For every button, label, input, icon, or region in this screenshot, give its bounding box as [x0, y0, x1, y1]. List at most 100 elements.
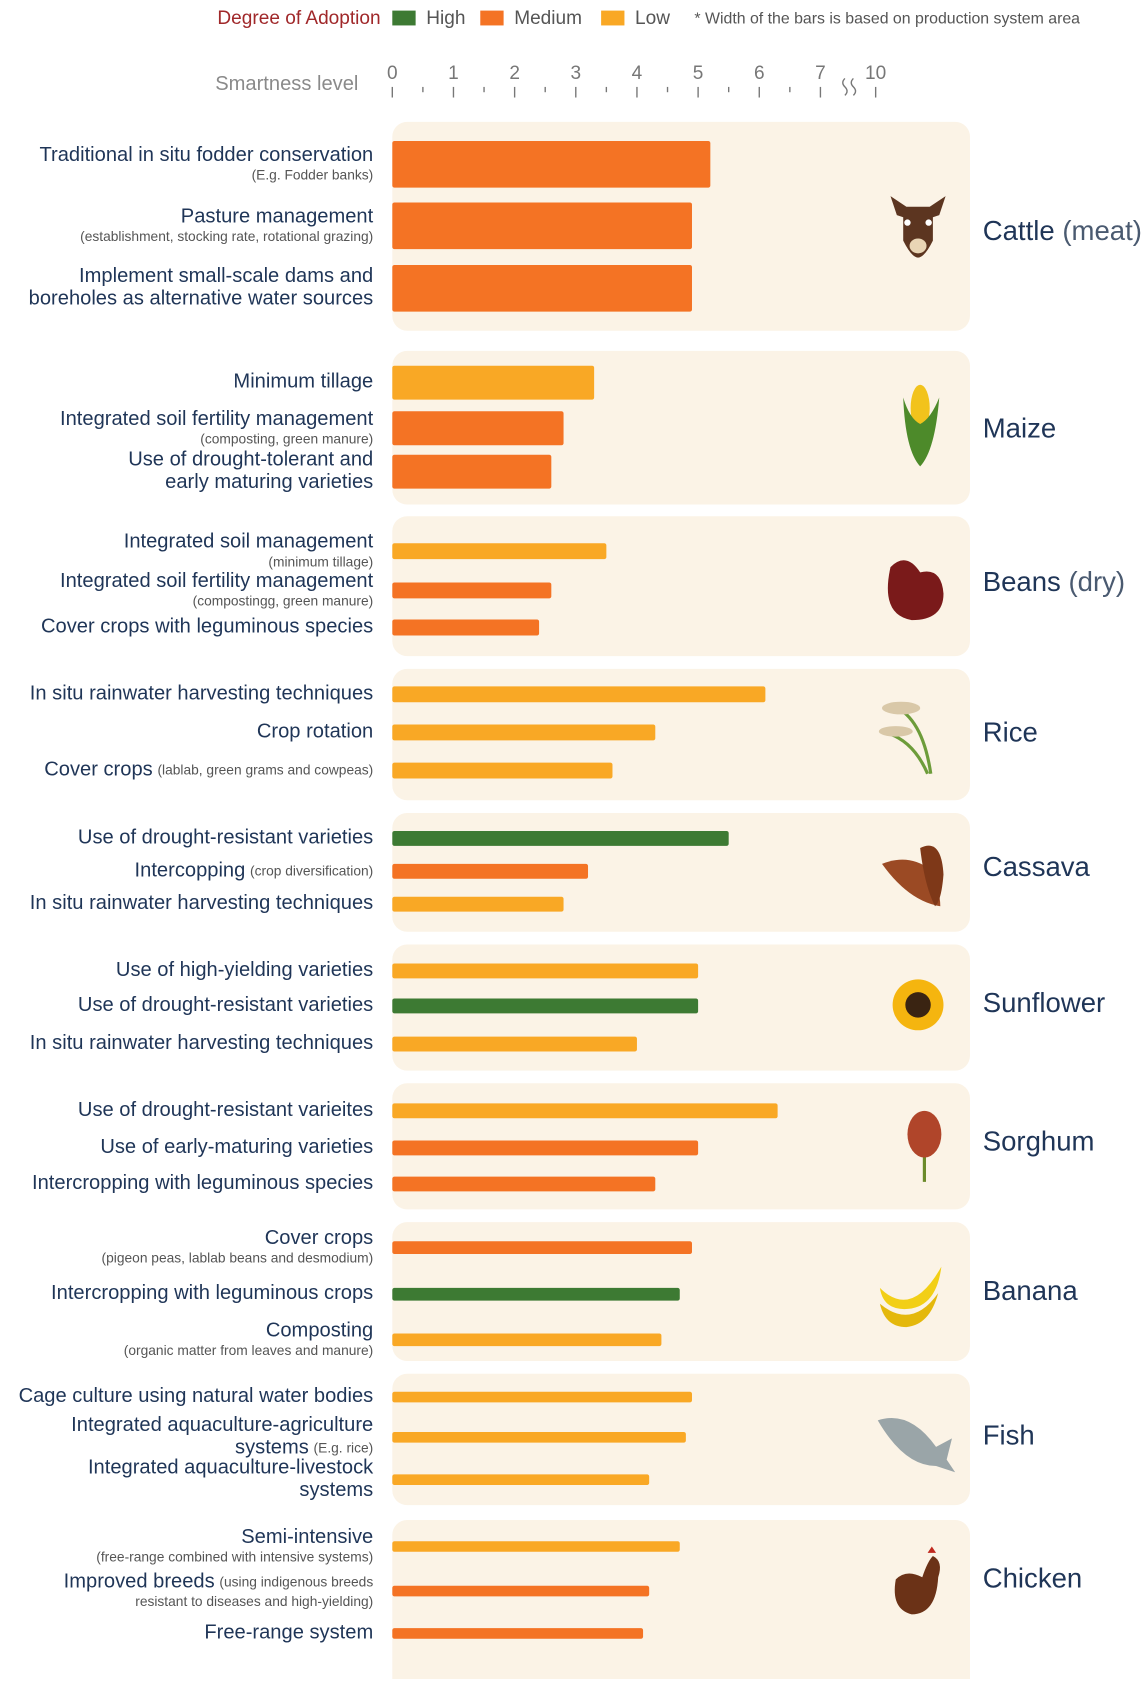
item-label-main: Minimum tillage: [233, 371, 373, 393]
x-axis-label: Smartness level: [215, 73, 358, 95]
bar: [392, 964, 698, 979]
group-name: Cattle (meat): [983, 215, 1142, 246]
item-label: Minimum tillage: [233, 371, 373, 393]
item-label-main: In situ rainwater harvesting techniques: [30, 1032, 373, 1054]
group-name: Sorghum: [983, 1126, 1095, 1157]
x-tick-label: 2: [509, 63, 520, 84]
item-label-main: Use of high-yielding varieties: [116, 959, 373, 981]
bar: [392, 1586, 649, 1597]
item-label-main: systems: [235, 1437, 309, 1459]
group-name: Chicken: [983, 1563, 1083, 1594]
item-label: Composting: [266, 1320, 373, 1342]
item-label: Free-range system: [204, 1622, 373, 1644]
group-name: Banana: [983, 1275, 1079, 1306]
item-label-main: Use of drought-resistant varieties: [78, 994, 373, 1016]
bar: [392, 1177, 655, 1192]
item-label: Integrated soil fertility management: [60, 408, 374, 430]
item-label-main: Cage culture using natural water bodies: [19, 1385, 374, 1407]
item-label-note: (compostingg, green manure): [193, 593, 374, 608]
item-label-main: In situ rainwater harvesting techniques: [30, 683, 373, 705]
group-name: Cassava: [983, 851, 1091, 882]
x-tick-label: 4: [632, 63, 643, 84]
item-label: Intercopping (crop diversification): [135, 860, 374, 882]
item-label-main: Intercropping with leguminous species: [32, 1172, 373, 1194]
bar: [392, 724, 655, 740]
item-label: systems (E.g. rice): [235, 1437, 373, 1459]
item-label-main: Cover crops with leguminous species: [41, 616, 373, 638]
bar: [392, 582, 551, 598]
x-tick-label: 0: [387, 63, 398, 84]
bar: [392, 1432, 686, 1443]
group-name-text: Sunflower: [983, 987, 1106, 1018]
bar: [392, 202, 692, 249]
item-label: Pasture management: [181, 206, 374, 228]
item-label-main: Improved breeds: [64, 1571, 215, 1593]
group-name-text: Chicken: [983, 1563, 1083, 1594]
item-label-main: Use of drought-tolerant and: [128, 449, 373, 471]
legend-swatch: [392, 11, 415, 26]
item-label-main: Intercropping with leguminous crops: [51, 1283, 373, 1305]
x-tick-label: 10: [865, 63, 886, 84]
legend-label: Medium: [514, 8, 582, 29]
bar: [392, 1288, 679, 1301]
item-label: Integrated aquaculture-agriculture: [71, 1415, 373, 1437]
legend-title: Degree of Adoption: [217, 8, 380, 29]
item-label-main: systems: [299, 1479, 373, 1501]
group-name-text: Banana: [983, 1275, 1079, 1306]
item-label: (minimum tillage): [268, 554, 373, 569]
item-label: Implement small-scale dams and: [79, 265, 373, 287]
sunflower-icon: [893, 979, 944, 1030]
item-label: Integrated soil fertility management: [60, 570, 374, 592]
item-label-main: boreholes as alternative water sources: [29, 288, 374, 310]
item-label-main: Intercopping: [135, 860, 246, 882]
axis-break: [843, 78, 856, 95]
item-label: Cover crops (lablab, green grams and cow…: [44, 759, 373, 781]
item-label-note: (composting, green manure): [200, 431, 373, 446]
bar: [392, 1541, 679, 1552]
bar: [392, 1037, 637, 1052]
item-label-main: Integrated soil fertility management: [60, 570, 374, 592]
group-name-text: Beans: [983, 566, 1061, 597]
bar: [392, 141, 710, 188]
bar: [392, 1333, 661, 1346]
x-tick-label: 6: [754, 63, 765, 84]
group-name-text: Cattle: [983, 215, 1055, 246]
group-name-text: Fish: [983, 1420, 1035, 1451]
item-label-note: (free-range combined with intensive syst…: [96, 1549, 373, 1564]
group-name: Rice: [983, 717, 1038, 748]
bar: [392, 686, 765, 702]
group-name: Fish: [983, 1420, 1035, 1451]
group-qualifier: (dry): [1068, 566, 1125, 597]
item-label: Use of high-yielding varieties: [116, 959, 373, 981]
item-label-note: (E.g. rice): [314, 1440, 374, 1455]
group-name: Sunflower: [983, 987, 1106, 1018]
group-name-text: Rice: [983, 717, 1038, 748]
item-label: Use of drought-resistant varieties: [78, 994, 373, 1016]
item-label: In situ rainwater harvesting techniques: [30, 1032, 373, 1054]
item-label: Intercropping with leguminous species: [32, 1172, 373, 1194]
bar: [392, 1474, 649, 1485]
item-label: Use of drought-tolerant and: [128, 449, 373, 471]
item-label-main: Implement small-scale dams and: [79, 265, 373, 287]
group-name-text: Sorghum: [983, 1126, 1095, 1157]
item-label: (organic matter from leaves and manure): [124, 1343, 373, 1358]
item-label-main: Use of drought-resistant varieites: [78, 1099, 373, 1121]
bar: [392, 543, 606, 559]
item-label-main: Composting: [266, 1320, 373, 1342]
bar: [392, 1103, 777, 1118]
item-label: Crop rotation: [257, 721, 373, 743]
legend-note: * Width of the bars is based on producti…: [694, 10, 1080, 27]
item-label-note: resistant to diseases and high-yielding): [135, 1594, 373, 1609]
item-label: (compostingg, green manure): [193, 593, 374, 608]
item-label: Improved breeds (using indigenous breeds: [64, 1571, 374, 1593]
item-label-main: Semi-intensive: [241, 1526, 373, 1548]
item-label-main: Use of early-maturing varieties: [100, 1136, 373, 1158]
item-label: (establishment, stocking rate, rotationa…: [80, 229, 373, 244]
bar: [392, 1141, 698, 1156]
item-label: Semi-intensive: [241, 1526, 373, 1548]
item-label-note: (using indigenous breeds: [219, 1574, 373, 1589]
item-label-main: Integrated soil management: [124, 531, 374, 553]
group-name: Maize: [983, 413, 1056, 444]
chart: Degree of Adoption * Width of the bars i…: [0, 0, 1145, 1679]
item-label-note: (E.g. Fodder banks): [252, 167, 374, 182]
